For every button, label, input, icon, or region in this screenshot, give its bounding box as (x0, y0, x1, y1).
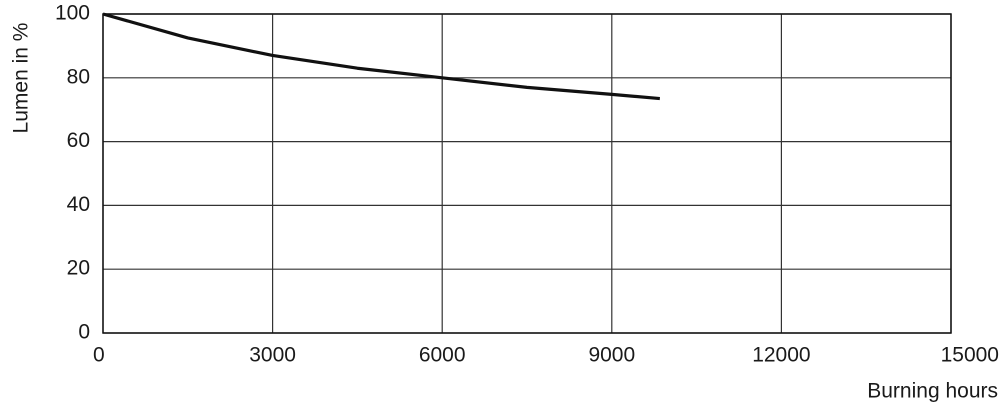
plot-frame (102, 13, 952, 334)
y-tick-label: 100 (55, 2, 90, 25)
data-line (102, 12, 660, 101)
x-tick-label: 3000 (249, 344, 296, 367)
y-tick-label: 80 (67, 65, 90, 88)
x-axis-label: Burning hours (867, 380, 998, 403)
y-tick-label: 0 (78, 321, 90, 344)
y-axis-label: Lumen in % (10, 23, 33, 134)
y-tick-label: 60 (67, 129, 90, 152)
x-tick-label: 12000 (752, 344, 810, 367)
x-tick-label: 15000 (941, 344, 999, 367)
x-tick-label: 6000 (419, 344, 466, 367)
x-tick-label: 9000 (588, 344, 635, 367)
x-tick-label: 0 (93, 344, 105, 367)
y-tick-label: 20 (67, 257, 90, 280)
y-tick-label: 40 (67, 193, 90, 216)
